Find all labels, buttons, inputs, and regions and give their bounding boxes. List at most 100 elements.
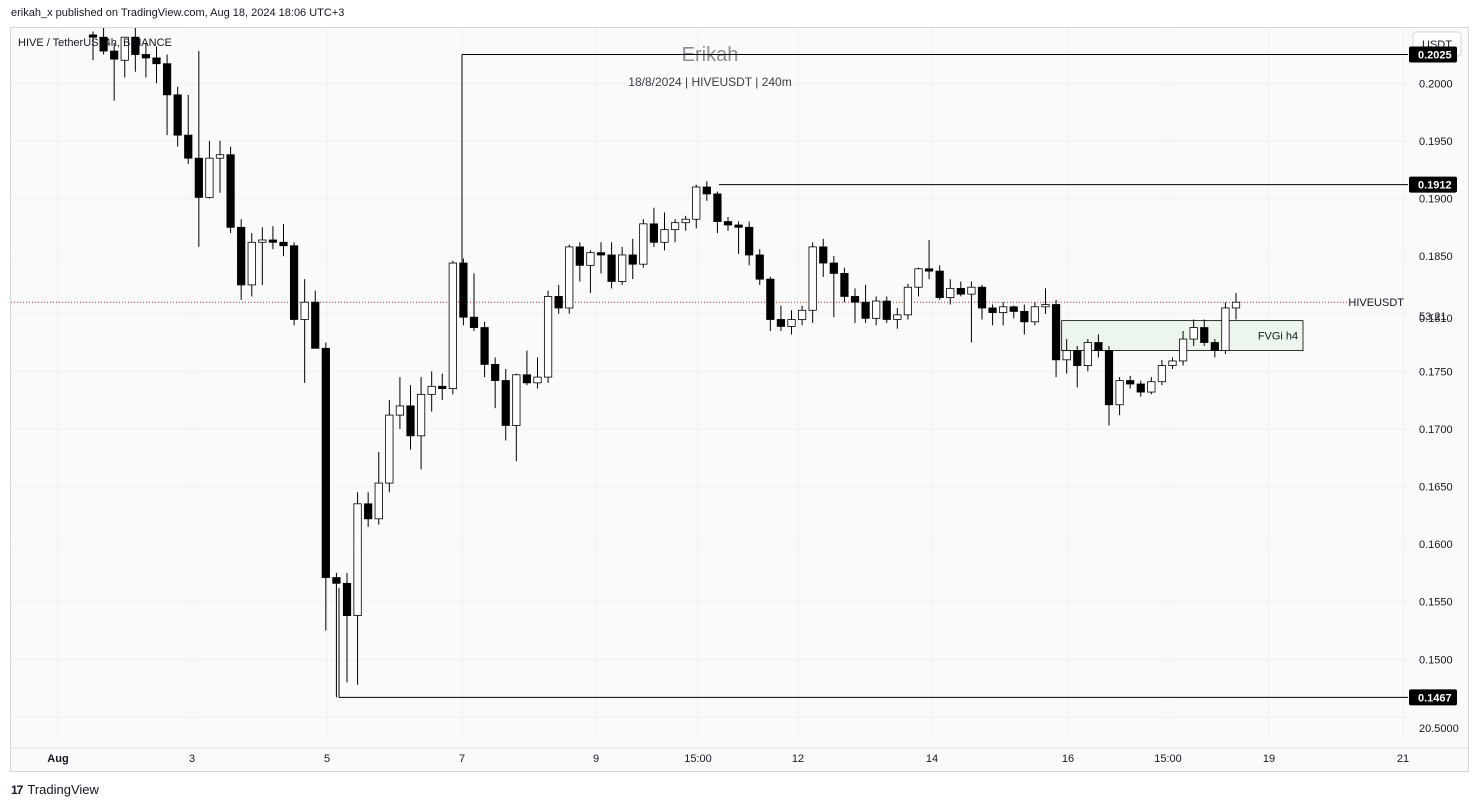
candle	[618, 246, 627, 285]
candle-body	[1126, 380, 1135, 385]
candle	[861, 284, 870, 323]
candle-body	[194, 157, 203, 198]
price-tick: 0.2000	[1419, 78, 1453, 90]
level-price-badge: 0.1912	[1409, 176, 1457, 193]
candle-body	[575, 246, 584, 266]
candle	[776, 305, 786, 332]
candle-body	[755, 254, 764, 280]
candle	[745, 221, 754, 266]
candle	[1051, 299, 1061, 378]
time-tick: 15:00	[684, 753, 712, 765]
candle-body	[1062, 350, 1071, 361]
candle-body	[226, 154, 235, 228]
candle	[808, 242, 817, 323]
candle-body	[702, 186, 711, 195]
candle-body	[639, 223, 648, 265]
candle	[766, 276, 775, 332]
candle-body	[1210, 342, 1219, 351]
candle-body	[1073, 350, 1082, 366]
candle	[406, 385, 415, 450]
candle	[342, 572, 352, 683]
candle-body	[88, 34, 98, 38]
candle-body	[681, 218, 690, 224]
fvg-zone-label: FVGi h4	[1258, 331, 1298, 343]
candle	[692, 184, 701, 229]
candle-body	[977, 286, 987, 309]
candle-body	[533, 376, 542, 384]
candle	[1073, 345, 1082, 388]
time-tick: 3	[189, 753, 195, 765]
time-tick: 5	[324, 753, 330, 765]
candle-body	[162, 63, 172, 96]
candle	[1231, 292, 1241, 320]
candle	[438, 373, 447, 401]
level-lines	[338, 53, 1408, 698]
candle	[999, 302, 1008, 326]
chart-frame[interactable]	[10, 27, 1469, 772]
candle	[702, 181, 711, 201]
candle	[385, 400, 394, 493]
candle-body	[649, 223, 659, 243]
watermark-author: Erikah	[682, 44, 739, 66]
candle-body	[300, 301, 309, 320]
level-badge-label: 0.1467	[1418, 692, 1452, 704]
footer-brand[interactable]: 17 TradingView	[11, 782, 99, 797]
time-tick: 9	[593, 753, 599, 765]
candle-body	[385, 414, 394, 484]
candle	[882, 296, 891, 323]
candle	[967, 281, 976, 343]
candle-body	[1041, 304, 1050, 308]
candle	[512, 373, 521, 462]
candle-body	[342, 582, 352, 616]
time-tick: 14	[926, 753, 938, 765]
candle	[607, 242, 616, 289]
candle	[956, 281, 965, 297]
candle	[628, 238, 637, 280]
candle	[1210, 339, 1219, 358]
candle-body	[353, 503, 362, 616]
candle	[1104, 345, 1114, 426]
candle-body	[882, 300, 891, 320]
candle-body	[745, 226, 754, 256]
candle-body	[596, 252, 606, 256]
time-axis: Aug 3 5 7 9 15:00 12 14 16 15:00 19 21	[47, 753, 1409, 765]
candle-body	[618, 254, 627, 282]
candle	[1062, 339, 1071, 374]
candle	[872, 296, 881, 326]
candle	[1083, 339, 1092, 372]
candle-body	[797, 309, 807, 320]
candle	[903, 283, 913, 320]
candle	[374, 451, 383, 525]
level-badge-bg	[1409, 176, 1457, 193]
price-axis: 0.2000 0.1950 0.1900 0.1850 0.1810 0.1750 0.17…	[1419, 78, 1459, 735]
candle	[1020, 304, 1029, 335]
candle	[893, 307, 902, 329]
candle-body	[956, 287, 965, 295]
candle	[1189, 319, 1198, 346]
price-tick: 0.1650	[1419, 482, 1453, 494]
level-badge-bg	[1409, 689, 1457, 706]
watermark-subtitle: 18/8/2024 | HIVEUSDT | 240m	[628, 75, 791, 89]
candle	[543, 290, 553, 383]
candle	[501, 369, 510, 441]
candle	[829, 256, 838, 318]
footer-brand-label: TradingView	[27, 782, 99, 797]
candle	[491, 357, 500, 409]
candle-body	[1157, 365, 1167, 383]
level-badge-label: 0.2025	[1418, 49, 1452, 61]
level-price-badge: 0.2025	[1409, 46, 1457, 63]
candle-body	[438, 385, 447, 390]
candle-body	[374, 482, 383, 520]
candle	[1136, 380, 1145, 397]
candle	[131, 28, 140, 72]
candle-body	[946, 287, 955, 298]
candle-body	[850, 296, 860, 303]
candle	[1178, 331, 1188, 366]
price-tick: 0.1950	[1419, 136, 1453, 148]
price-tick: 0.1900	[1419, 194, 1453, 206]
candle-body	[776, 319, 786, 327]
published-line: erikah_x published on TradingView.com, A…	[11, 7, 345, 19]
candle	[819, 238, 828, 277]
candle	[734, 221, 743, 254]
